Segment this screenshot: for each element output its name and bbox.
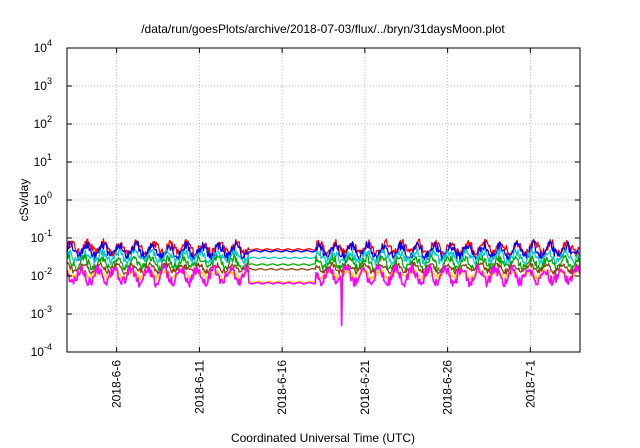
series-line: [66, 263, 581, 327]
x-tick-label: 2018-6-26: [441, 360, 455, 415]
plot-series: [66, 238, 581, 327]
y-tick-label: 10-2: [31, 266, 52, 283]
x-tick-label: 2018-6-21: [358, 360, 372, 415]
y-tick-label: 102: [34, 114, 52, 131]
y-axis-label: cSv/day: [17, 179, 31, 222]
series-line: [66, 238, 581, 258]
series-line: [66, 240, 581, 263]
y-tick-label: 100: [34, 190, 52, 207]
x-axis-ticks: 2018-6-6 2018-6-11 2018-6-16 2018-6-21 2018-…: [110, 48, 537, 415]
y-tick-label: 10-3: [31, 304, 52, 321]
y-tick-label: 10-4: [31, 342, 52, 359]
series-line: [66, 248, 581, 266]
grid: [67, 48, 580, 352]
plot-frame: [66, 47, 581, 353]
y-tick-label: 101: [34, 152, 52, 169]
y-tick-label: 103: [34, 76, 52, 93]
chart-title: /data/run/goesPlots/archive/2018-07-03/f…: [141, 22, 505, 36]
x-tick-label: 2018-7-1: [523, 360, 537, 408]
x-tick-label: 2018-6-6: [110, 360, 124, 408]
y-tick-label: 104: [34, 38, 52, 55]
x-tick-label: 2018-6-16: [275, 360, 289, 415]
x-axis-label: Coordinated Universal Time (UTC): [231, 431, 415, 445]
plot-border: [66, 47, 581, 353]
y-axis-ticks: 10-4 10-3 10-2 10-1 100 101 102 103 104: [31, 38, 580, 359]
x-tick-label: 2018-6-11: [192, 360, 206, 414]
y-tick-label: 10-1: [31, 228, 52, 245]
